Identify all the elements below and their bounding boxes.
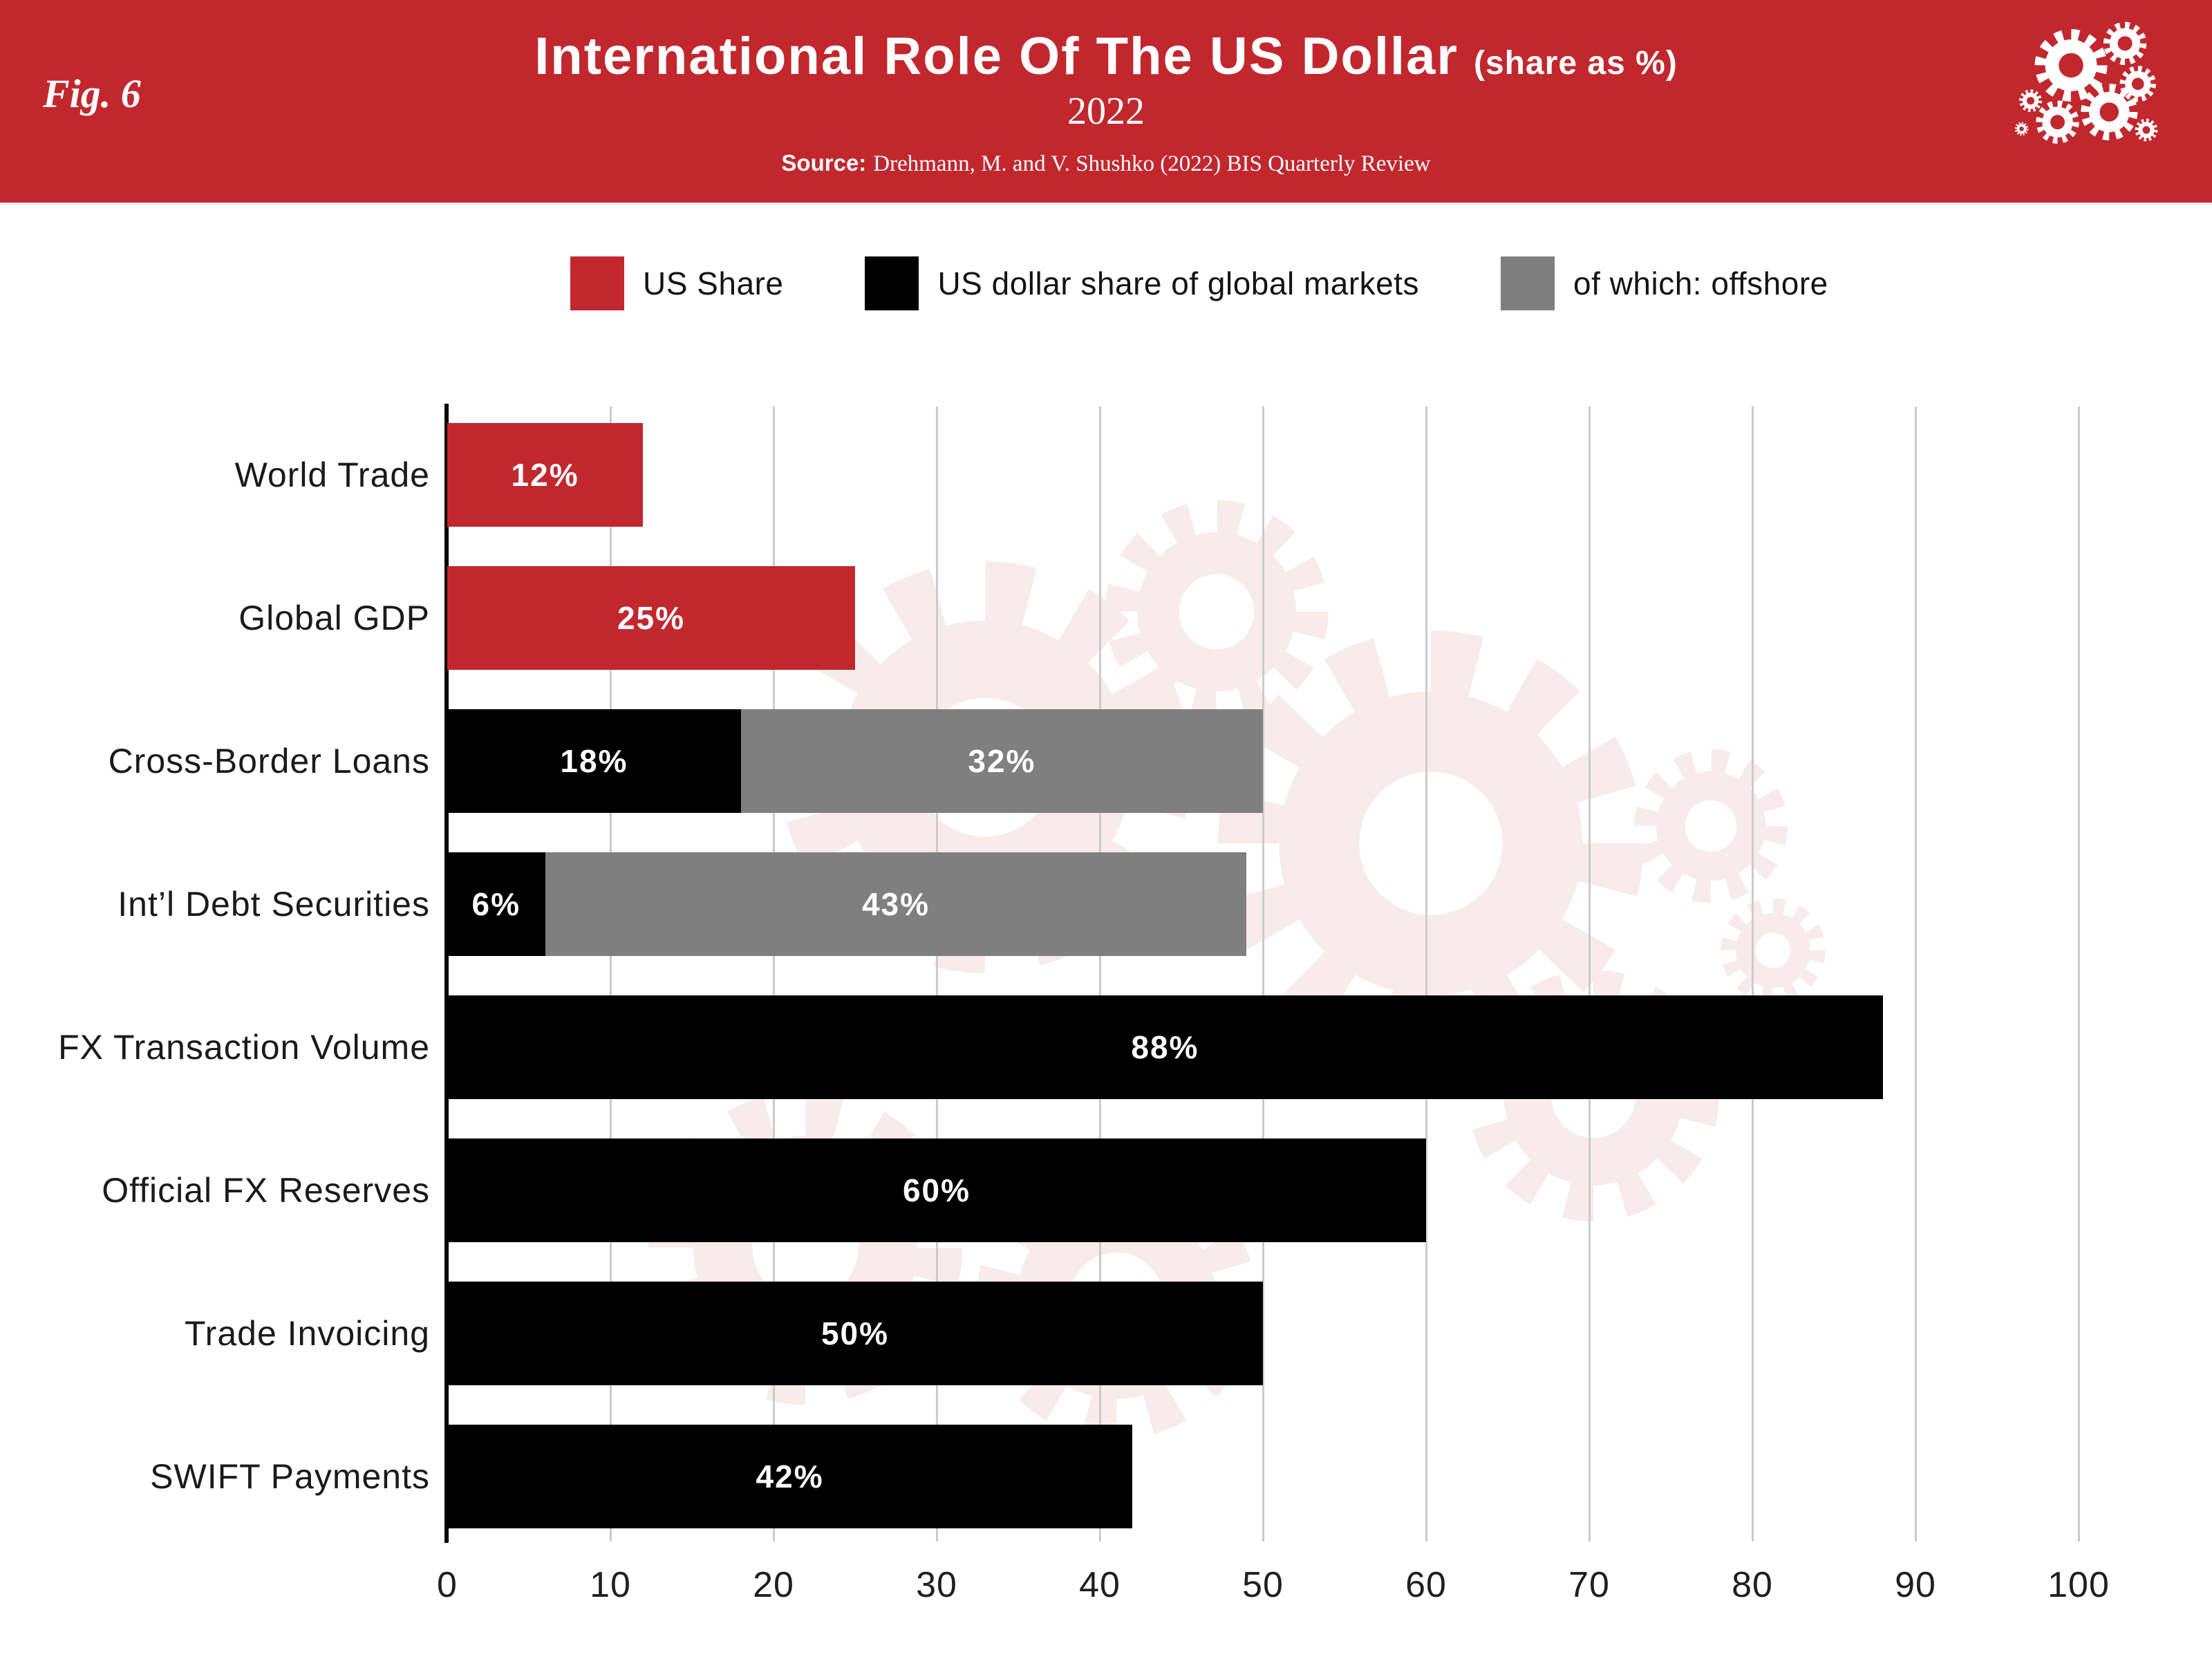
bar-segment: 42% <box>447 1425 1133 1528</box>
page-title: International Role Of The US Dollar <box>534 27 1459 86</box>
bar-segment: 43% <box>545 852 1247 956</box>
category-label: SWIFT Payments <box>150 1457 430 1496</box>
bar-segment: 50% <box>447 1282 1263 1385</box>
gridline-40 <box>1098 406 1101 1541</box>
gridline-20 <box>772 406 775 1541</box>
bar-value-label: 6% <box>471 886 521 922</box>
gridline-100 <box>2077 406 2080 1541</box>
subtitle-year: 2022 <box>1067 90 1145 133</box>
gridline-60 <box>1425 406 1427 1541</box>
legend-swatch-black <box>865 256 919 310</box>
gridline-30 <box>935 406 938 1541</box>
title-units-suffix: (share as %) <box>1474 45 1678 82</box>
bar-row: 50% <box>447 1282 1263 1385</box>
category-label: Cross-Border Loans <box>108 742 430 780</box>
legend: US Share US dollar share of global marke… <box>570 256 1828 310</box>
header-banner: Fig. 6 International Role Of The US Doll… <box>0 0 2212 203</box>
bar-value-label: 32% <box>968 743 1036 779</box>
plot-area: 12% 25% 18% 32% 6% 43% 88% 60% 50% 42% <box>447 406 2079 1541</box>
bar-row: 18% 32% <box>447 709 1263 813</box>
bar-value-label: 43% <box>861 886 930 922</box>
title-line: International Role Of The US Dollar (sha… <box>534 26 1678 86</box>
source-label: Source: <box>781 150 867 176</box>
bar-row: 88% <box>447 995 1883 1099</box>
bar-row: 6% 43% <box>447 852 1247 956</box>
bar-segment: 18% <box>447 709 741 813</box>
gears-logo-icon <box>2014 21 2158 144</box>
bar-value-label: 12% <box>511 457 579 493</box>
bar-segment: 88% <box>447 995 1883 1099</box>
source-line: Source: Drehmann, M. and V. Shushko (2022… <box>781 150 1430 177</box>
gridline-70 <box>1588 406 1591 1541</box>
bar-segment: 6% <box>447 852 545 956</box>
bar-row: 25% <box>447 566 855 670</box>
source-text: Drehmann, M. and V. Shushko (2022) BIS Q… <box>873 151 1431 176</box>
gridline-80 <box>1751 406 1754 1541</box>
figure-label: Fig. 6 <box>43 71 141 116</box>
bar-value-label: 42% <box>756 1459 824 1494</box>
legend-item-offshore: of which: offshore <box>1501 256 1828 310</box>
category-label: Official FX Reserves <box>102 1171 430 1210</box>
bar-row: 42% <box>447 1425 1133 1528</box>
category-label: World Trade <box>234 456 430 494</box>
bar-segment: 60% <box>447 1138 1426 1242</box>
category-label: FX Transaction Volume <box>58 1028 430 1067</box>
bar-segment: 25% <box>447 566 855 670</box>
gridline-10 <box>609 406 612 1541</box>
legend-label: US dollar share of global markets <box>937 265 1420 301</box>
legend-swatch-gray <box>1501 256 1555 310</box>
category-labels: World Trade Global GDP Cross-Border Loans I… <box>0 406 430 1541</box>
category-label: Global GDP <box>238 599 430 637</box>
y-axis-line <box>444 404 449 1543</box>
legend-label: of which: offshore <box>1573 265 1828 301</box>
legend-item-usd-global-markets: US dollar share of global markets <box>865 256 1419 310</box>
legend-label: US Share <box>643 265 784 301</box>
gridline-50 <box>1262 406 1264 1541</box>
bar-value-label: 60% <box>902 1172 971 1208</box>
bar-row: 60% <box>447 1138 1426 1242</box>
legend-item-us-share: US Share <box>570 256 783 310</box>
bar-segment: 12% <box>447 423 644 527</box>
bar-value-label: 50% <box>821 1315 890 1351</box>
bar-value-label: 88% <box>1131 1029 1199 1065</box>
bar-value-label: 18% <box>560 743 628 779</box>
header-center: International Role Of The US Dollar (sha… <box>0 0 2212 203</box>
bar-segment: 32% <box>740 709 1263 813</box>
gridline-90 <box>1914 406 1917 1541</box>
legend-swatch-red <box>570 256 624 310</box>
category-label: Trade Invoicing <box>185 1314 430 1353</box>
category-label: Int’l Debt Securities <box>118 885 430 924</box>
bar-row: 12% <box>447 423 644 527</box>
bar-value-label: 25% <box>617 600 686 636</box>
gridlines <box>447 406 2080 1541</box>
